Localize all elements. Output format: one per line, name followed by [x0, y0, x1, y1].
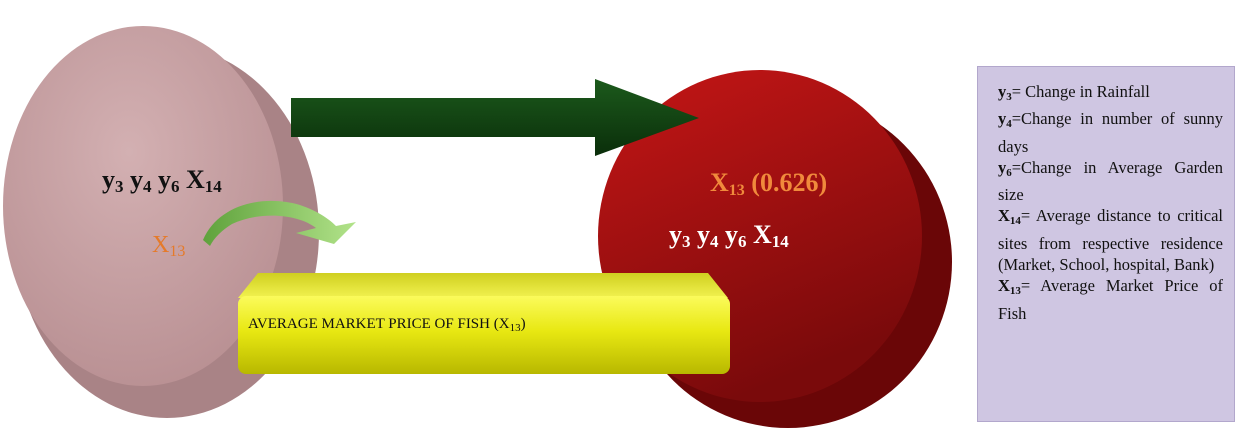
price-bar-label: AVERAGE MARKET PRICE OF FISH (X13) [248, 316, 526, 334]
left-x13-label: X13 [152, 232, 186, 260]
left-cylinder-face [3, 26, 283, 386]
flow-arrow [291, 79, 699, 156]
legend-entry: y4=Change in number of sunny days [998, 109, 1223, 156]
legend-entry: X13= Average Market Price of Fish [998, 276, 1223, 323]
legend-entry: y3= Change in Rainfall [998, 82, 1150, 103]
left-variables: y3 y4 y6 X14 [102, 165, 222, 196]
price-bar [238, 296, 730, 374]
legend-entry: y6=Change in Average Garden size [998, 157, 1223, 205]
legend-box: y3= Change in Rainfall y4=Change in numb… [977, 66, 1235, 422]
curved-arrow-icon [203, 200, 356, 246]
right-variables: y3 y4 y6 X14 [669, 220, 789, 251]
legend-entry: X14= Average distance to critical sites … [998, 206, 1223, 275]
right-x13-value: X13 (0.626) [710, 168, 828, 199]
price-bar-top [238, 273, 728, 298]
